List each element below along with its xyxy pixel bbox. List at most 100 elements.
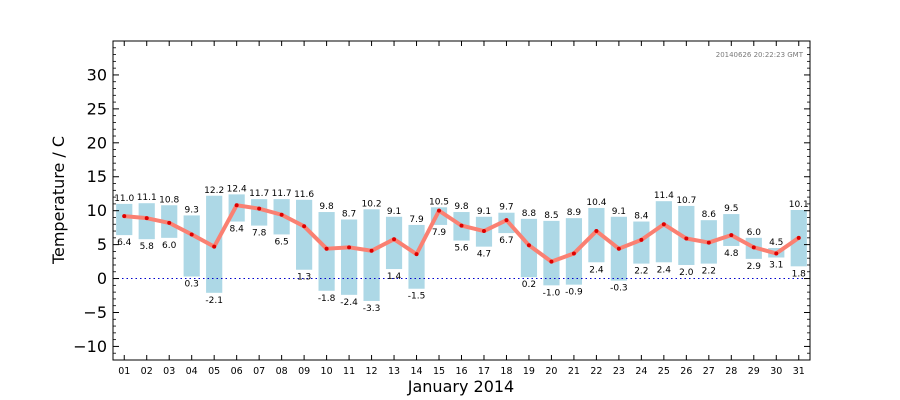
x-tick-label: 17: [478, 366, 490, 377]
x-tick-label: 20: [545, 366, 557, 377]
x-tick-label: 02: [141, 366, 153, 377]
y-tick-label: −5: [83, 303, 107, 322]
x-tick-label: 13: [388, 366, 400, 377]
max-label: 8.8: [522, 209, 537, 219]
x-tick-label: 03: [163, 366, 175, 377]
max-label: 9.1: [387, 207, 401, 217]
max-label: 11.1: [137, 193, 157, 203]
range-bar: [116, 203, 133, 236]
min-label: -0.9: [565, 288, 583, 298]
x-tick-label: 09: [298, 366, 310, 377]
y-tick-label: 10: [87, 201, 107, 220]
mean-point: [279, 212, 284, 217]
range-bar: [520, 218, 538, 278]
y-tick-label: 15: [87, 167, 107, 186]
x-tick-label: 05: [208, 366, 220, 377]
mean-point: [212, 244, 217, 249]
x-tick-label: 26: [680, 366, 692, 377]
x-tick-label: 14: [410, 366, 422, 377]
min-label: 7.9: [432, 228, 447, 238]
min-label: 7.8: [252, 229, 267, 239]
max-label: 7.9: [409, 215, 424, 225]
x-axis-label: January 2014: [407, 377, 514, 396]
mean-point: [504, 218, 509, 223]
mean-point: [481, 229, 486, 234]
x-tick-label: 31: [793, 366, 805, 377]
mean-point: [234, 203, 239, 208]
min-label: 2.4: [657, 265, 672, 275]
min-label: 6.0: [162, 241, 177, 251]
min-label: -2.4: [340, 298, 358, 308]
range-bar: [318, 212, 335, 291]
range-bar: [655, 201, 672, 263]
mean-point: [347, 245, 352, 250]
max-label: 8.6: [702, 210, 717, 220]
range-bar: [723, 214, 740, 246]
y-axis-label: Temperature / C: [49, 136, 68, 265]
x-tick-label: 07: [253, 366, 265, 377]
x-tick-label: 29: [748, 366, 760, 377]
y-tick-label: 25: [87, 99, 107, 118]
max-label: 11.4: [654, 191, 674, 201]
mean-point: [167, 220, 172, 225]
x-tick-label: 12: [366, 366, 378, 377]
mean-point: [639, 237, 644, 242]
min-label: 4.7: [477, 250, 491, 260]
min-label: 2.2: [702, 267, 716, 277]
mean-point: [774, 251, 779, 256]
max-label: 10.2: [362, 199, 382, 209]
mean-point: [369, 248, 374, 253]
range-bar: [633, 221, 650, 264]
x-tick-label: 19: [523, 366, 535, 377]
y-axis: −10 −5 0 5 10 15 20 25 30: [73, 47, 810, 361]
range-bar: [340, 219, 358, 295]
min-label: -1.0: [543, 288, 561, 298]
min-label: 3.1: [769, 261, 783, 271]
max-label: 9.1: [477, 207, 491, 217]
x-tick-label: 28: [725, 366, 737, 377]
min-label: 0.3: [185, 280, 199, 290]
mean-point: [706, 240, 711, 245]
max-label: 9.1: [612, 207, 626, 217]
x-tick-label: 11: [343, 366, 355, 377]
data-labels: 11.0 6.4 11.1 5.8 10.8 6.0 9.3 0.3 12.2 -2.1 12.4 8…: [114, 184, 809, 314]
x-tick-label: 21: [568, 366, 580, 377]
mean-point: [526, 243, 531, 248]
max-label: 11.6: [294, 190, 314, 200]
x-tick-label: 08: [276, 366, 288, 377]
y-tick-label: 0: [97, 269, 107, 288]
x-tick-label: 18: [500, 366, 512, 377]
mean-point: [189, 232, 194, 237]
min-label: 2.4: [589, 265, 604, 275]
max-label: 10.7: [676, 196, 696, 206]
min-label: -3.3: [363, 304, 381, 314]
x-tick-label: 06: [231, 366, 243, 377]
max-label: 10.4: [586, 198, 606, 208]
max-label: 9.8: [454, 202, 469, 212]
x-tick-label: 04: [186, 366, 198, 377]
min-label: 5.6: [454, 244, 469, 254]
mean-point: [414, 252, 419, 257]
x-tick-label: 15: [433, 366, 445, 377]
max-label: 9.5: [724, 204, 738, 214]
max-label: 6.0: [747, 228, 762, 238]
min-label: -1.8: [318, 294, 336, 304]
max-label: 9.3: [185, 205, 199, 215]
range-bar: [678, 205, 695, 265]
x-tick-label: 10: [321, 366, 333, 377]
min-label: 4.8: [724, 249, 739, 259]
x-tick-label: 01: [118, 366, 130, 377]
min-label: 6.5: [274, 237, 288, 247]
max-label: 8.5: [544, 211, 558, 221]
mean-point: [122, 214, 127, 219]
y-tick-label: 30: [87, 65, 107, 84]
max-label: 9.8: [319, 202, 334, 212]
mean-point: [684, 236, 689, 241]
max-label: 8.4: [634, 212, 649, 222]
max-label: 4.5: [769, 238, 783, 248]
y-tick-label: −10: [73, 337, 107, 356]
max-label: 10.5: [429, 197, 449, 207]
mean-point: [302, 224, 307, 229]
range-bar: [543, 220, 560, 286]
max-label: 12.4: [227, 184, 247, 194]
